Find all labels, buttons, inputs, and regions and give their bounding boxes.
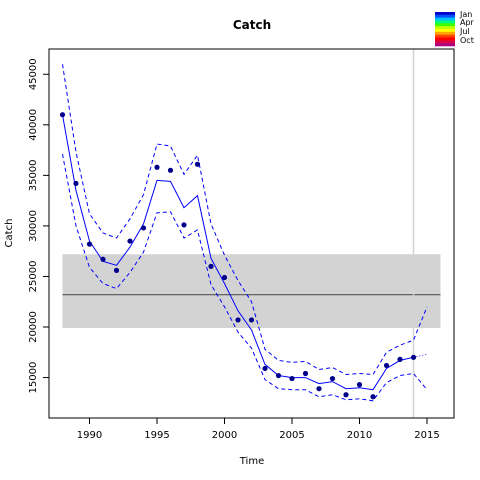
x-tick-label: 1990 — [77, 430, 102, 441]
legend-color-swatch — [435, 34, 455, 38]
y-tick-label: 30000 — [28, 210, 39, 242]
observed-point — [343, 392, 349, 398]
projection-line — [413, 353, 428, 358]
legend-color-swatch — [435, 26, 455, 30]
observed-point — [167, 167, 174, 173]
observed-point — [181, 222, 187, 228]
observed-point — [356, 382, 363, 388]
observed-point — [289, 375, 295, 382]
legend-color-swatch — [435, 20, 455, 24]
legend-color-swatch — [435, 23, 455, 27]
y-tick-label: 40000 — [28, 109, 39, 141]
chart-title: Catch — [233, 18, 271, 32]
lower-confidence-line — [62, 154, 428, 402]
legend-color-swatch — [435, 29, 455, 33]
observed-point — [316, 386, 322, 392]
series-layer — [62, 64, 428, 402]
legend-color-swatch — [435, 31, 455, 35]
legend-label: Apr — [460, 18, 475, 27]
observed-point — [59, 112, 66, 118]
observed-point — [127, 238, 133, 244]
x-tick-label: 2015 — [414, 430, 439, 441]
x-tick-label: 2010 — [347, 430, 372, 441]
observed-point — [248, 317, 255, 323]
observed-point — [73, 180, 79, 187]
x-tick-label: 2000 — [212, 430, 237, 441]
x-tick-label: 2005 — [279, 430, 304, 441]
reference-band-layer — [62, 49, 441, 418]
observed-point — [86, 241, 93, 247]
reference-band — [62, 254, 441, 329]
legend-color-swatch — [435, 14, 455, 18]
fitted-line — [62, 114, 414, 391]
observed-point — [194, 161, 201, 167]
plot-frame — [48, 48, 455, 419]
upper-confidence-line — [62, 64, 428, 376]
observed-point — [208, 263, 214, 269]
observed-point — [397, 356, 403, 362]
x-axis-label: Time — [239, 456, 264, 467]
observed-point — [154, 164, 160, 170]
observed-point — [100, 256, 106, 262]
observed-point — [140, 225, 147, 231]
legend-label: Oct — [460, 36, 474, 45]
legend-color-swatch — [435, 37, 455, 41]
observed-point — [262, 365, 268, 372]
observed-point — [302, 370, 309, 377]
legend-color-swatch — [435, 12, 455, 16]
observed-point — [410, 354, 417, 360]
y-tick-label: 35000 — [28, 159, 39, 191]
legend-color-swatch — [435, 43, 455, 47]
x-axis: 1990 1995 2000 2005 2010 2015 — [77, 418, 440, 441]
observed-point — [383, 362, 390, 369]
observed-point — [221, 274, 228, 281]
y-tick-label: 20000 — [28, 311, 39, 343]
y-tick-label: 15000 — [28, 362, 39, 394]
legend-label: Jul — [459, 27, 470, 36]
legend-label: Jan — [459, 10, 472, 19]
observed-points-layer — [59, 112, 417, 400]
observed-point — [235, 317, 241, 323]
legend-color-swatch — [435, 17, 455, 21]
observed-point — [113, 267, 120, 273]
observed-point — [329, 375, 336, 382]
legend-color-swatch — [435, 40, 455, 44]
y-tick-label: 25000 — [28, 261, 39, 293]
y-axis: 15000 20000 25000 30000 35000 40000 45000 — [28, 58, 49, 393]
observed-point — [370, 394, 376, 400]
y-tick-label: 45000 — [28, 58, 39, 90]
y-axis-label: Catch — [4, 219, 15, 248]
x-tick-label: 1995 — [144, 430, 169, 441]
observed-point — [275, 372, 282, 379]
